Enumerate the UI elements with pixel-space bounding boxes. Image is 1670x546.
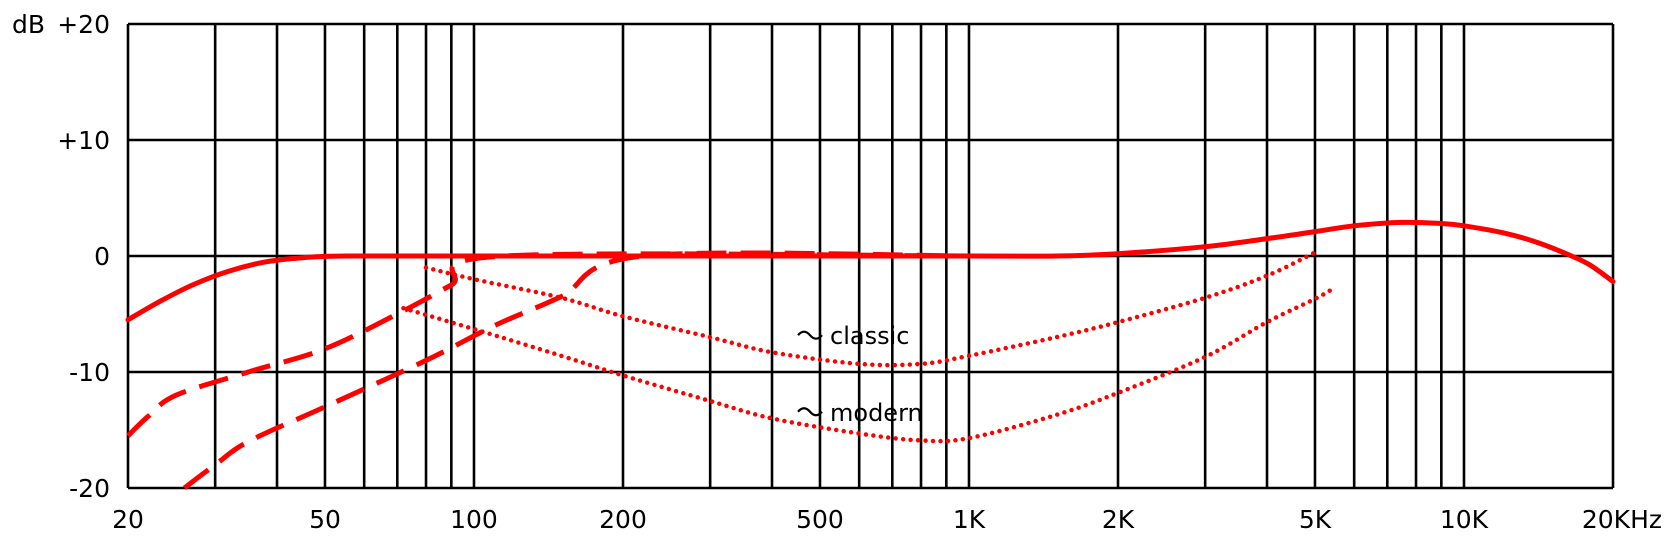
x-tick-label: 1K [953,505,986,534]
series-line-5-dotted [401,287,1334,444]
annotation-modern: modern [830,399,923,427]
y-unit-label: dB [12,10,45,39]
annotation-classic: classic [830,322,909,350]
tilde-icon [797,330,823,340]
y-tick-label: 0 [94,242,110,271]
x-tick-label: 500 [796,505,844,534]
series-group [125,219,1616,490]
x-tick-label: 200 [599,505,647,534]
x-tick-label: 2K [1102,505,1135,534]
x-tick-label: 50 [309,505,341,534]
x-tick-label: 20 [112,505,144,534]
y-tick-label: -20 [69,474,110,503]
series-line-1-solid [125,219,1616,323]
annotations: classic modern [797,322,923,427]
y-tick-label: +20 [57,10,110,39]
tilde-icon [797,407,823,417]
x-tick-label: 10K [1440,505,1489,534]
y-tick-label: -10 [69,358,110,387]
y-tick-label: +10 [57,126,110,155]
x-tick-label: 5K [1299,505,1332,534]
series-line-2-dashed [126,251,970,438]
x-tick-label: 100 [450,505,498,534]
series-line-4-dotted [423,250,1318,368]
tick-labels: +20 +10 0 -10 -20 dB 20 50 100 200 500 1K 2K 5K 10K 20K… [12,10,1662,534]
series-line-3-dashed [182,250,970,490]
x-tick-label: 20KHz [1582,505,1662,534]
